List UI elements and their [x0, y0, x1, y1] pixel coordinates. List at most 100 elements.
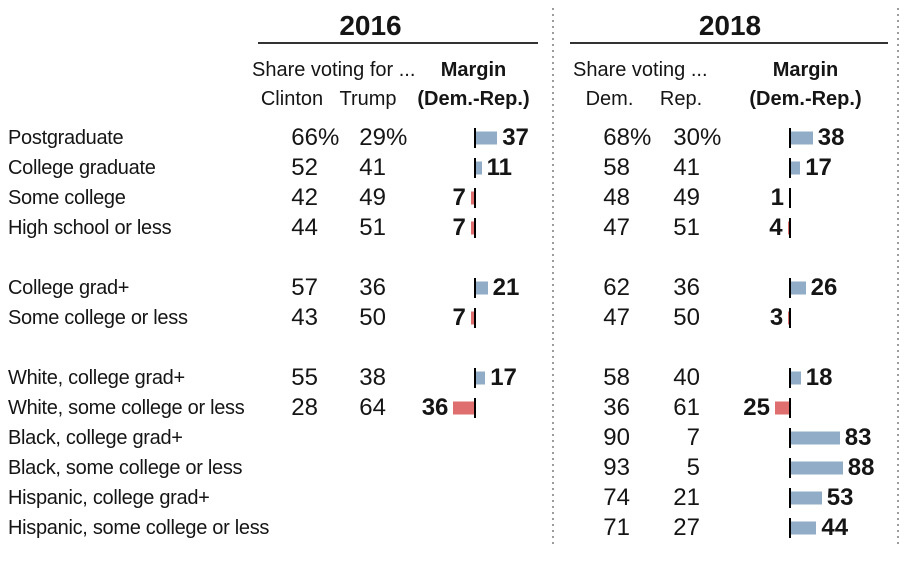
row-label: Black, college grad+ — [8, 427, 183, 449]
margin-subheader-2016: (Dem.-Rep.) — [417, 88, 530, 110]
group-2018: 48 49 1 — [565, 183, 895, 213]
margin-value: 7 — [452, 184, 466, 211]
group-2016: 52 41 11 — [250, 153, 545, 183]
table-row: Hispanic, some college or less 71 27 44 — [0, 513, 912, 543]
zero-tick — [474, 398, 476, 418]
value-rep-2016: 36 — [359, 274, 386, 301]
table-row: Some college 42 49 7 48 49 1 — [0, 183, 912, 213]
value-rep-2016: 49 — [359, 184, 386, 211]
row-label: Postgraduate — [8, 127, 124, 149]
column-gap — [545, 423, 565, 453]
value-rep-2018: 40 — [673, 364, 700, 391]
row-label: White, some college or less — [8, 397, 245, 419]
table-row: White, college grad+ 55 38 17 58 40 18 — [0, 363, 912, 393]
header-2018: 2018 Share voting ... Margin Dem. Rep. (… — [565, 0, 895, 111]
value-dem-2018: 48 — [603, 184, 630, 211]
value-dem-2016: 42 — [291, 184, 318, 211]
margin-cell-2016: 7 — [402, 183, 545, 213]
group-2018: 71 27 44 — [565, 513, 895, 543]
row-label: Black, some college or less — [8, 457, 243, 479]
margin-value: 88 — [847, 454, 875, 481]
zero-tick — [474, 308, 476, 328]
group-spacer — [0, 243, 912, 273]
dotted-divider-middle — [552, 8, 554, 546]
dem-margin-bar — [790, 431, 840, 445]
row-label: Hispanic, college grad+ — [8, 487, 210, 509]
group-2016: 43 50 7 — [250, 303, 545, 333]
value-dem-suffix-2016: % — [318, 124, 340, 151]
margin-cell-2016: 21 — [402, 273, 545, 303]
zero-tick — [789, 458, 791, 478]
margin-cell-2018: 18 — [716, 363, 895, 393]
table-row: College graduate 52 41 11 58 41 17 — [0, 153, 912, 183]
group-2018: 36 61 25 — [565, 393, 895, 423]
margin-value: 3 — [769, 304, 784, 331]
zero-tick — [789, 398, 791, 418]
value-dem-2018: 62 — [603, 274, 630, 301]
value-rep-2018: 27 — [673, 514, 700, 541]
value-dem-2016: 66 — [291, 124, 318, 151]
value-rep-2016: 41 — [359, 154, 386, 181]
row-label: Some college — [8, 187, 126, 209]
value-rep-2018: 51 — [673, 214, 700, 241]
group-2016 — [250, 513, 545, 543]
row-label: Hispanic, some college or less — [8, 517, 270, 539]
margin-cell-2016: 37 — [402, 123, 545, 153]
row-label: Some college or less — [8, 307, 188, 329]
value-rep-2016: 38 — [359, 364, 386, 391]
value-dem-2018: 74 — [603, 484, 630, 511]
column-gap — [545, 153, 565, 183]
value-rep-2016: 51 — [359, 214, 386, 241]
group-2016: 55 38 17 — [250, 363, 545, 393]
margin-value: 38 — [817, 124, 845, 151]
margin-cell-2016: 36 — [402, 393, 545, 423]
zero-tick — [789, 278, 791, 298]
value-rep-2018: 21 — [673, 484, 700, 511]
dem-margin-bar — [790, 491, 822, 505]
zero-tick — [474, 278, 476, 298]
margin-value: 18 — [805, 364, 833, 391]
group-2016 — [250, 453, 545, 483]
dem-margin-bar — [790, 161, 801, 175]
column-gap — [545, 183, 565, 213]
column-gap — [545, 123, 565, 153]
margin-cell-2018: 26 — [716, 273, 895, 303]
column-gap — [545, 393, 565, 423]
value-dem-2016: 44 — [291, 214, 318, 241]
zero-tick — [474, 188, 476, 208]
value-rep-suffix-2016: % — [386, 124, 408, 151]
rep-margin-bar — [470, 311, 475, 325]
value-rep-2018: 61 — [673, 394, 700, 421]
zero-tick — [789, 488, 791, 508]
rep-margin-bar — [470, 221, 475, 235]
column-gap — [545, 453, 565, 483]
value-dem-2018: 58 — [603, 154, 630, 181]
value-rep-2016: 64 — [359, 394, 386, 421]
rows: Postgraduate 66 % 29 % 37 68 % 30 % 38 C… — [0, 123, 912, 543]
margin-cell-2016: 7 — [402, 213, 545, 243]
group-2018: 90 7 83 — [565, 423, 895, 453]
margin-value: 37 — [502, 124, 529, 151]
margin-cell-2018: 53 — [716, 483, 895, 513]
value-dem-2016: 43 — [291, 304, 318, 331]
value-rep-2018: 30 — [673, 124, 700, 151]
header-2016: 2016 Share voting for ... Margin Clinton… — [250, 0, 545, 111]
value-dem-2018: 90 — [603, 424, 630, 451]
dotted-divider-right — [897, 8, 899, 546]
section-title-2016: 2016 — [339, 10, 402, 41]
table-row: High school or less 44 51 7 47 51 4 — [0, 213, 912, 243]
column-gap — [545, 213, 565, 243]
column-gap — [545, 303, 565, 333]
row-label: College grad+ — [8, 277, 130, 299]
value-rep-2018: 7 — [686, 424, 700, 451]
margin-value: 21 — [492, 274, 520, 301]
value-dem-2018: 71 — [603, 514, 630, 541]
value-dem-2016: 28 — [291, 394, 318, 421]
group-2018: 58 40 18 — [565, 363, 895, 393]
margin-cell-2016 — [402, 423, 545, 453]
zero-tick — [474, 368, 476, 388]
dem-margin-bar — [790, 521, 817, 535]
group-spacer — [0, 333, 912, 363]
margin-header-2018: Margin — [772, 59, 839, 81]
margin-value: 53 — [826, 484, 854, 511]
